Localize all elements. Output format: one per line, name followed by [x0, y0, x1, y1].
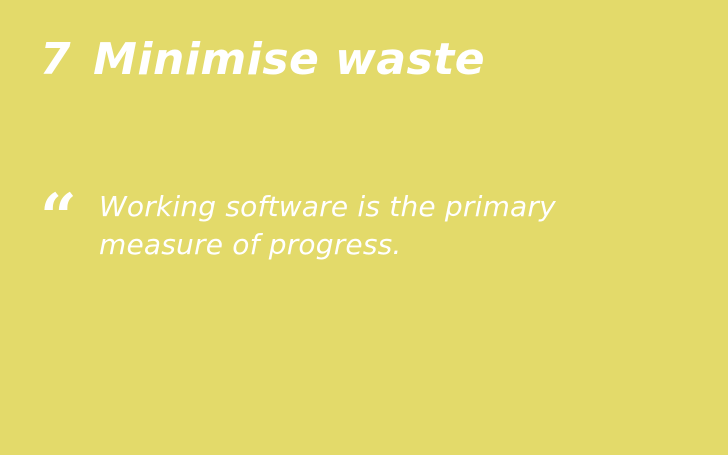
slide-number: 7	[40, 34, 72, 85]
slide-title: 7 Minimise waste	[40, 30, 485, 90]
quote-line: measure of progress.	[99, 228, 402, 261]
slide-title-text: Minimise waste	[93, 34, 486, 85]
quote-text: Working software is the primary measure …	[99, 188, 659, 264]
quote-line: Working software is the primary	[99, 190, 556, 223]
quote-mark-icon: “	[40, 180, 77, 255]
